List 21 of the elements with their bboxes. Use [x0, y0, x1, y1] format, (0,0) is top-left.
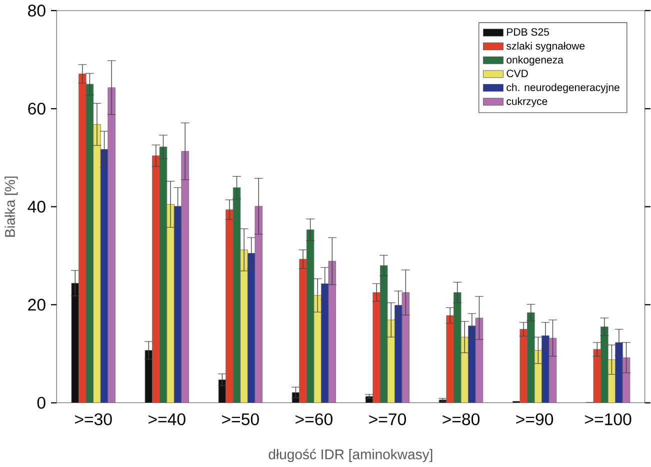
legend-label: PDB S25 [507, 28, 549, 36]
y-tick-label: 40 [28, 200, 46, 213]
y-tick-label: 20 [28, 298, 46, 311]
x-tick-label: >=100 [585, 413, 632, 426]
legend-label: ch. neurodegeneracyjne [506, 84, 620, 94]
legend-label: onkogeneza [506, 56, 564, 66]
x-tick-label: >=40 [148, 413, 186, 426]
y-tick-label: 80 [28, 4, 46, 17]
legend-label: CVD [506, 70, 528, 78]
x-tick-label: >=80 [442, 413, 480, 426]
x-tick-label: >=50 [222, 413, 259, 426]
x-tick-label: >=70 [369, 413, 406, 426]
legend-label: cukrzyce [506, 97, 548, 108]
x-axis-title: długość IDR [aminokwasy] [268, 448, 432, 462]
x-tick-label: >=60 [296, 413, 332, 426]
x-tick-label: >=90 [516, 413, 554, 426]
y-axis-title: Białka [%] [4, 176, 18, 237]
x-tick-label: >=30 [75, 413, 112, 426]
y-tick-label: 0 [37, 396, 46, 409]
y-tick-label: 60 [28, 102, 46, 115]
legend-label: szlaki sygnałowe [506, 42, 585, 52]
